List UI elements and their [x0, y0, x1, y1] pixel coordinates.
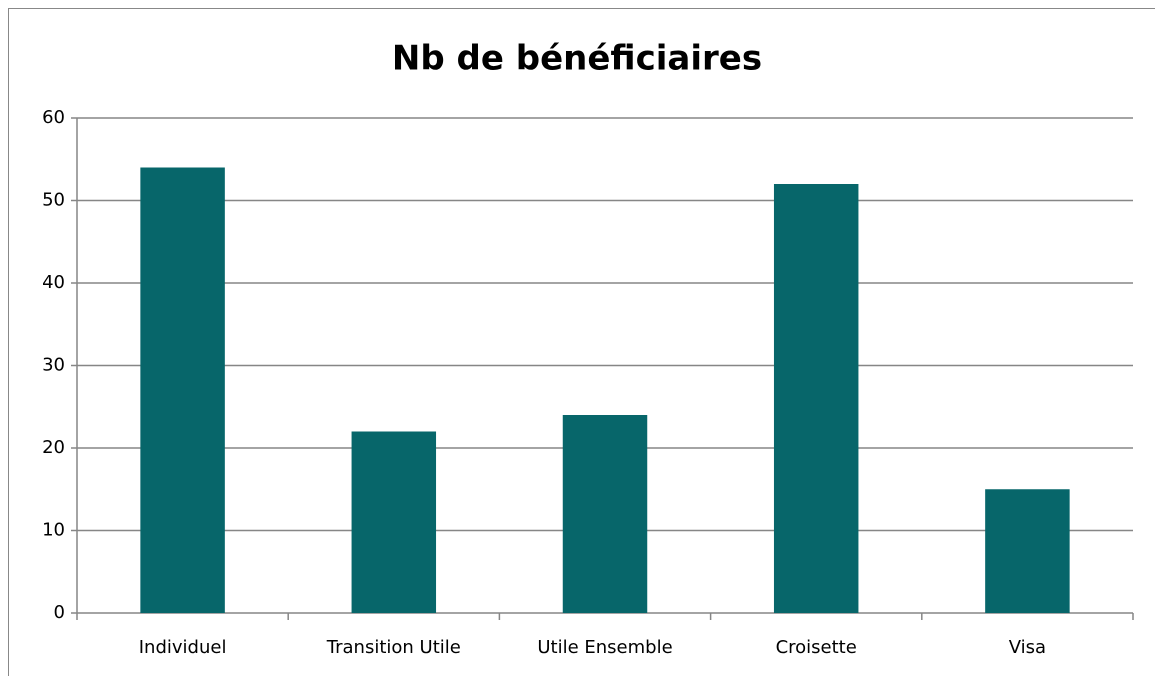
- x-tick-label: Croisette: [776, 637, 857, 658]
- y-tick-label: 30: [42, 355, 65, 376]
- x-tick-label: Visa: [1009, 637, 1046, 658]
- y-tick-label: 40: [42, 272, 65, 293]
- chart-title: Nb de bénéficiaires: [392, 39, 762, 79]
- x-tick-label: Utile Ensemble: [537, 637, 672, 658]
- bar: [562, 415, 648, 613]
- bar: [351, 431, 437, 613]
- x-tick-label: Transition Utile: [326, 637, 461, 658]
- y-tick-label: 0: [54, 602, 65, 623]
- y-tick-label: 20: [42, 437, 65, 458]
- bar: [773, 184, 859, 613]
- y-tick-label: 50: [42, 190, 65, 211]
- bar: [140, 167, 225, 613]
- x-tick-label: Individuel: [139, 637, 227, 658]
- y-tick-label: 60: [42, 107, 65, 128]
- y-tick-label: 10: [42, 520, 65, 541]
- bar: [985, 489, 1070, 613]
